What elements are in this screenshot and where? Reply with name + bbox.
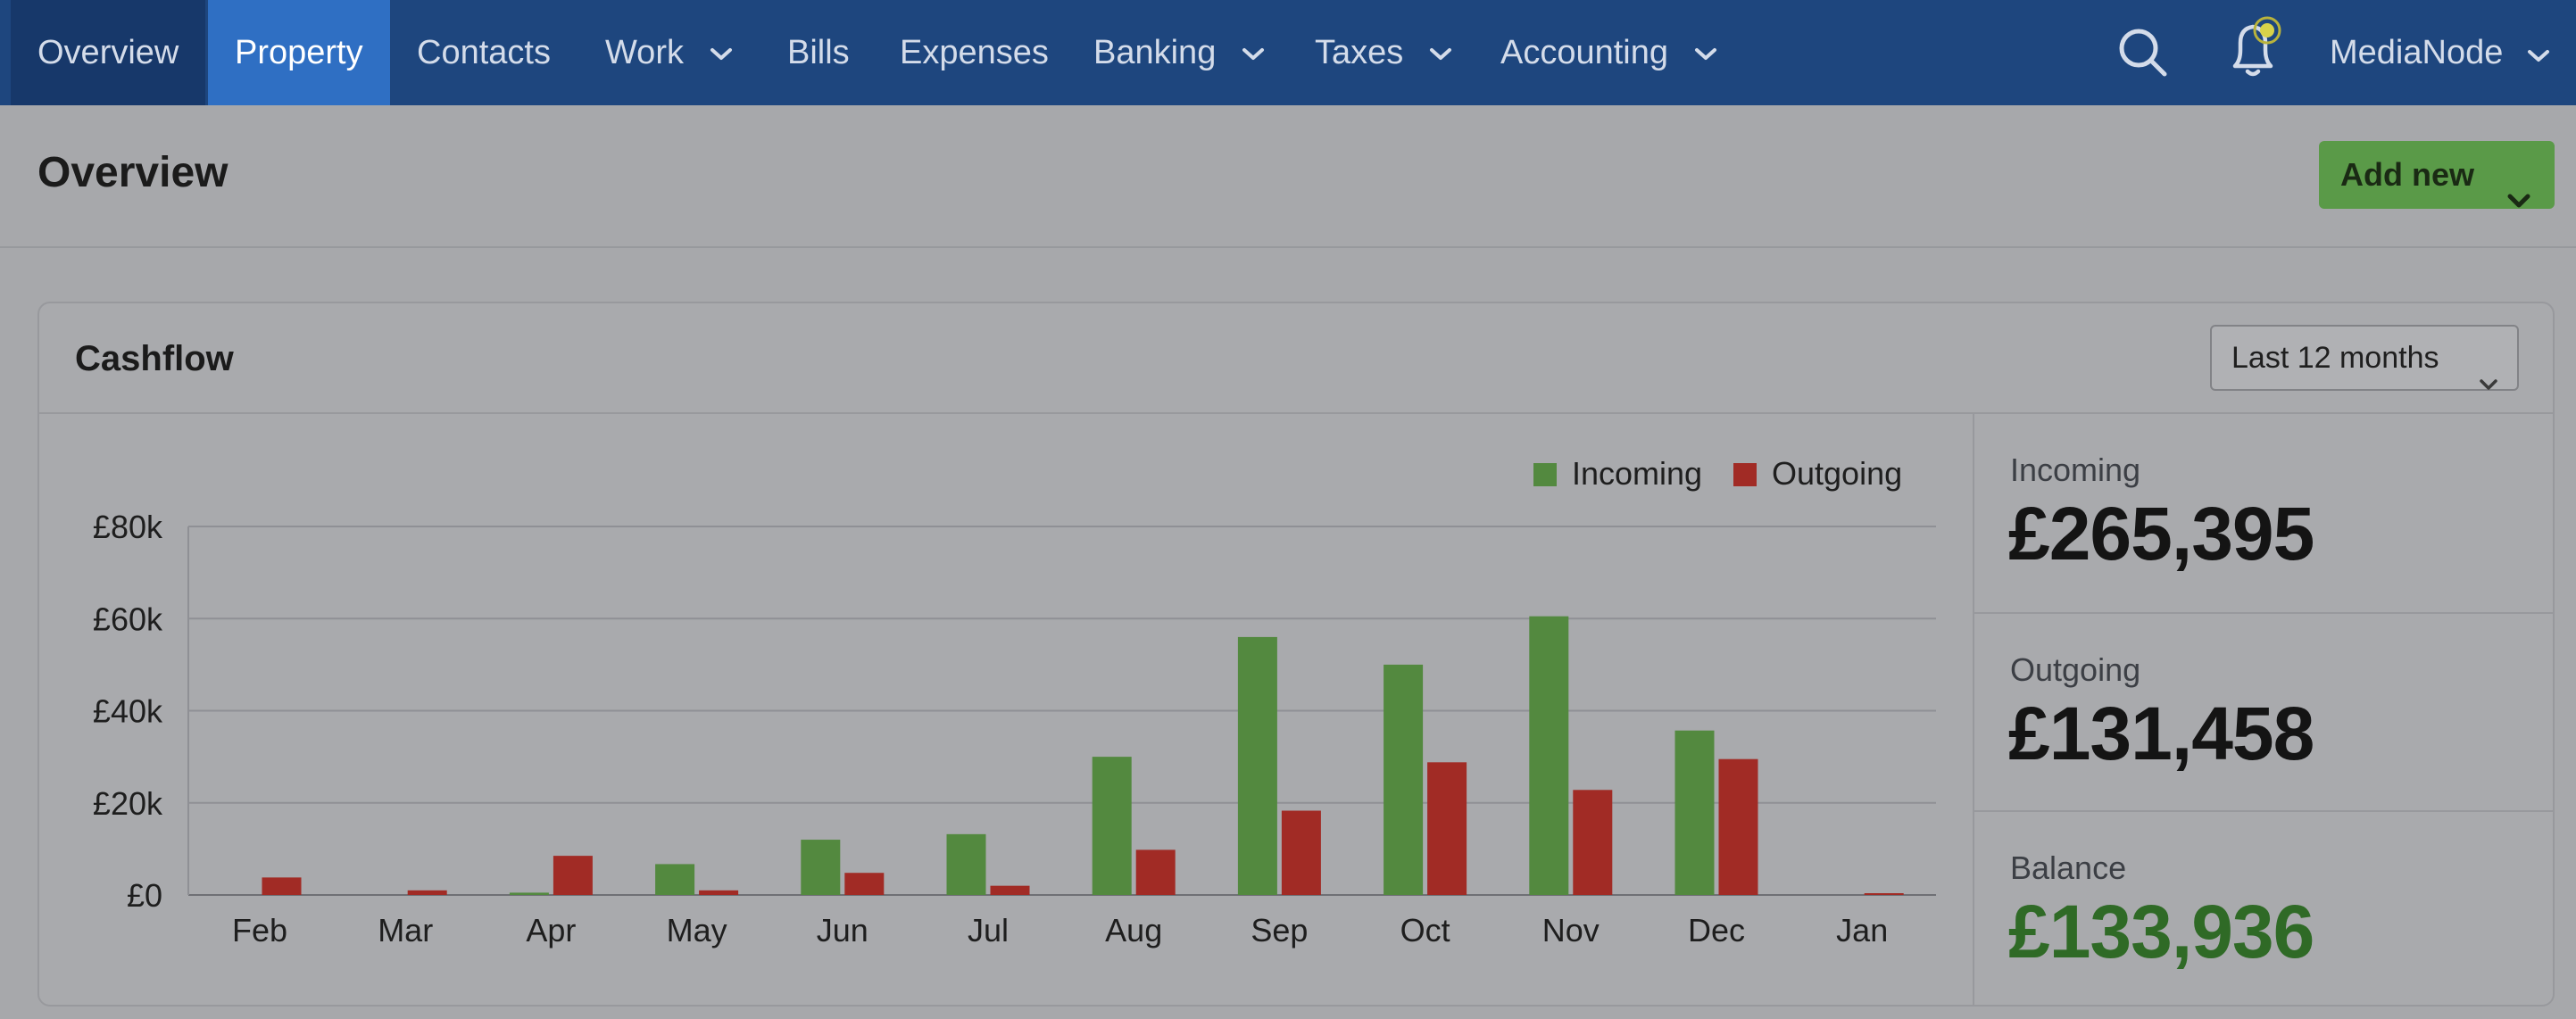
nav-bills[interactable]: Bills	[760, 0, 877, 105]
outgoing-bar	[990, 885, 1030, 895]
nav-overview[interactable]: Overview	[11, 0, 206, 105]
outgoing-bar	[1135, 849, 1176, 895]
outgoing-bar	[553, 856, 593, 895]
incoming-bar	[1674, 730, 1715, 895]
chevron-down-icon	[708, 46, 735, 63]
y-tick-label: £80k	[93, 509, 163, 545]
cashflow-title: Cashflow	[75, 339, 234, 378]
x-tick-label: Aug	[1105, 912, 1162, 949]
x-tick-label: Jul	[968, 912, 1009, 949]
nav-expenses[interactable]: Expenses	[873, 0, 1076, 105]
y-tick-label: £0	[127, 877, 162, 914]
outgoing-bar	[262, 877, 302, 895]
chevron-down-icon	[2506, 166, 2531, 234]
search-icon[interactable]	[2114, 23, 2173, 82]
nav-taxes-label: Taxes	[1315, 34, 1404, 71]
nav-property[interactable]: Property	[208, 0, 390, 105]
card-divider	[39, 412, 2553, 414]
outgoing-bar	[407, 890, 447, 895]
x-tick-label: Dec	[1688, 912, 1745, 949]
outgoing-bar	[1718, 758, 1758, 895]
legend-label-incoming: Incoming	[1572, 455, 1702, 492]
add-new-button[interactable]: Add new	[2319, 141, 2555, 209]
y-tick-label: £20k	[93, 785, 163, 822]
x-tick-label: Mar	[378, 912, 433, 949]
add-new-label: Add new	[2340, 156, 2474, 193]
incoming-label: Incoming	[2010, 452, 2141, 488]
outgoing-bar	[699, 890, 739, 895]
nav-banking[interactable]: Banking	[1067, 0, 1293, 105]
nav-property-label: Property	[235, 34, 363, 71]
nav-accounting[interactable]: Accounting	[1474, 0, 1746, 105]
chevron-down-icon	[2525, 2, 2552, 107]
x-tick-label: Jan	[1836, 912, 1888, 949]
chevron-down-icon	[1692, 46, 1719, 63]
nav-contacts-label: Contacts	[417, 34, 551, 71]
incoming-bar	[801, 840, 841, 895]
account-menu[interactable]: MediaNode	[2330, 0, 2552, 105]
cashflow-stats: Incoming £265,395 Outgoing £131,458 Bala…	[1973, 414, 2553, 1005]
page-header: Overview Add new	[0, 105, 2576, 248]
nav-work[interactable]: Work	[578, 0, 761, 105]
chevron-down-icon	[1240, 46, 1267, 63]
chevron-down-icon	[2478, 352, 2499, 414]
nav-overview-label: Overview	[37, 34, 179, 71]
period-select-value: Last 12 months	[2231, 341, 2439, 375]
balance-stat: Balance £133,936	[1974, 810, 2553, 1005]
cashflow-chart: £0 £20k £40k £60k £80k Feb Mar Apr May Jun Jul Aug S…	[39, 414, 1973, 1005]
cashflow-card: Cashflow Last 12 months £0 £20k £40k £60k £8…	[37, 302, 2555, 1007]
x-tick-label: Feb	[232, 912, 287, 949]
y-tick-label: £60k	[93, 601, 163, 637]
cashflow-chart-svg: £0 £20k £40k £60k £80k Feb Mar Apr May Jun Jul Aug S…	[93, 455, 1936, 949]
page-title: Overview	[37, 149, 229, 196]
legend-swatch-incoming	[1533, 463, 1557, 486]
top-navigation: Overview Property Contacts Work Bills Ex…	[0, 0, 2576, 105]
balance-value: £133,936	[2008, 890, 2314, 973]
bell-icon[interactable]	[2219, 11, 2290, 82]
x-tick-label: Jun	[817, 912, 868, 949]
nav-banking-label: Banking	[1093, 34, 1217, 71]
period-select[interactable]: Last 12 months	[2210, 325, 2519, 391]
x-tick-label: May	[667, 912, 727, 949]
incoming-bar	[1092, 757, 1132, 895]
x-tick-label: Sep	[1251, 912, 1308, 949]
y-tick-label: £40k	[93, 693, 163, 730]
nav-work-label: Work	[605, 34, 684, 71]
x-tick-label: Nov	[1542, 912, 1600, 949]
balance-label: Balance	[2010, 849, 2127, 886]
x-tick-label: Oct	[1400, 912, 1450, 949]
nav-contacts[interactable]: Contacts	[390, 0, 578, 105]
outgoing-bar	[844, 873, 885, 895]
account-name: MediaNode	[2330, 34, 2504, 71]
chevron-down-icon	[1427, 46, 1454, 63]
nav-expenses-label: Expenses	[900, 34, 1049, 71]
outgoing-bar	[1281, 810, 1321, 895]
incoming-value: £265,395	[2008, 492, 2314, 576]
outgoing-bar	[1427, 762, 1467, 895]
outgoing-label: Outgoing	[2010, 651, 2141, 688]
x-tick-label: Apr	[526, 912, 576, 949]
nav-accounting-label: Accounting	[1500, 34, 1669, 71]
incoming-stat: Incoming £265,395	[1974, 414, 2553, 612]
legend-label-outgoing: Outgoing	[1772, 455, 1902, 492]
nav-taxes[interactable]: Taxes	[1288, 0, 1481, 105]
incoming-bar	[655, 864, 695, 895]
outgoing-bar	[1864, 893, 1904, 895]
incoming-bar	[1237, 636, 1277, 895]
incoming-bar	[1384, 664, 1424, 895]
outgoing-value: £131,458	[2008, 692, 2314, 775]
incoming-bar	[1529, 616, 1569, 895]
incoming-bar	[946, 833, 986, 895]
legend-swatch-outgoing	[1733, 463, 1757, 486]
outgoing-stat: Outgoing £131,458	[1974, 612, 2553, 810]
nav-bills-label: Bills	[787, 34, 850, 71]
outgoing-bar	[1573, 790, 1613, 895]
incoming-bar	[509, 892, 549, 895]
